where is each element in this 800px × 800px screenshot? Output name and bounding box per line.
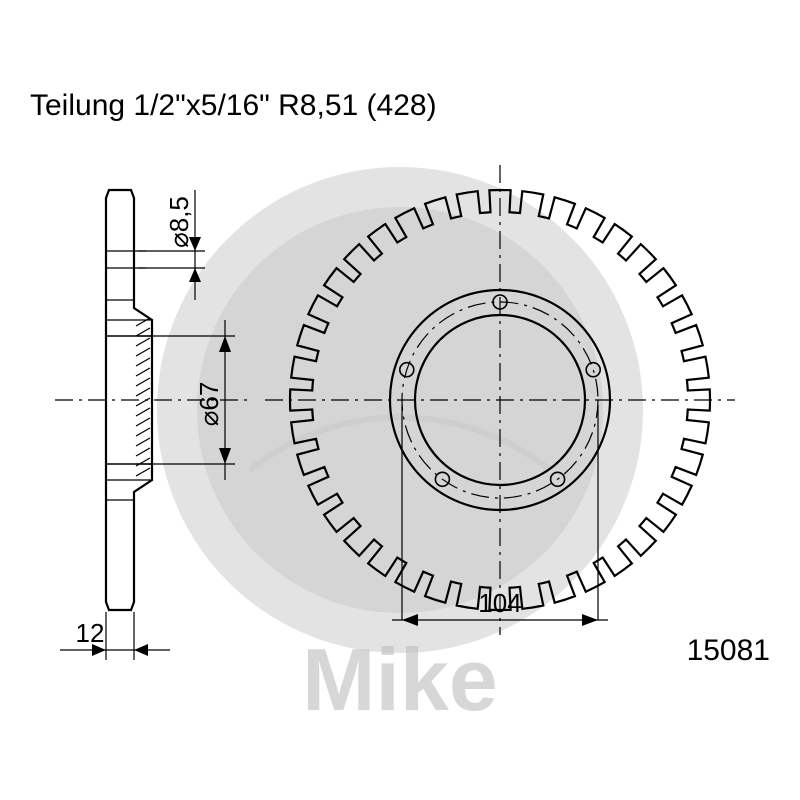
watermark-text: Mike: [302, 630, 498, 729]
dim-12: 12: [60, 612, 170, 660]
drawing: Mike Teilung 1/2"x5/16" R8,51 (428) 1508…: [0, 0, 800, 800]
title: Teilung 1/2"x5/16" R8,51 (428): [30, 89, 437, 122]
part-number: 15081: [687, 634, 770, 667]
dim-67-label: ⌀67: [194, 382, 224, 427]
hatch: [136, 318, 150, 476]
dim-85-label: ⌀8,5: [164, 196, 194, 248]
dim-12-label: 12: [76, 618, 105, 648]
dim-85: ⌀8,5: [138, 190, 205, 300]
dim-104-label: 104: [478, 588, 521, 618]
